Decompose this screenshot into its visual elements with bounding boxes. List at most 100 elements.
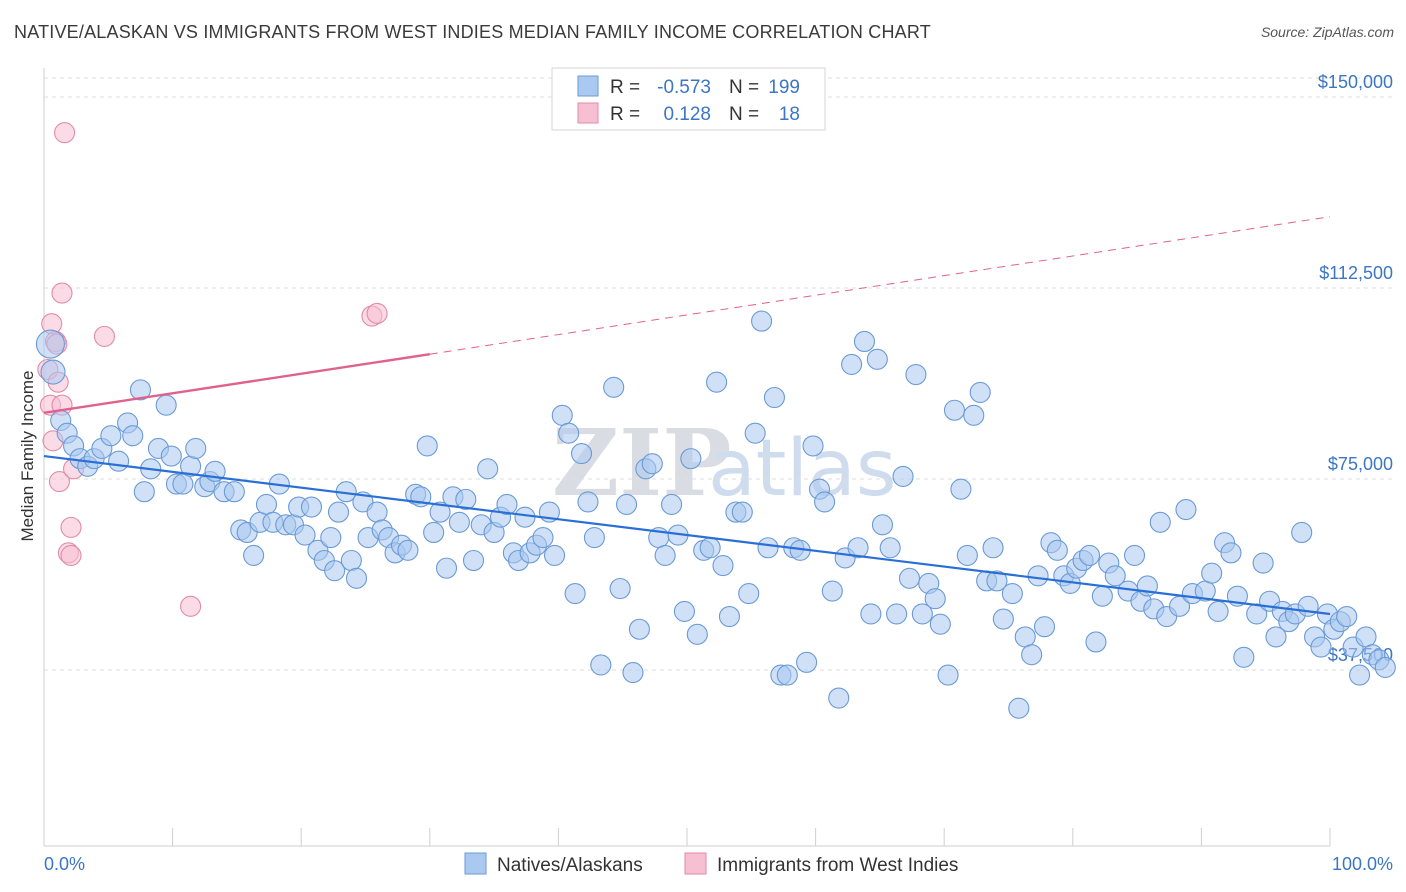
- bottom-legend-swatch-natives: [464, 852, 487, 875]
- natives-point: [1374, 656, 1396, 679]
- natives-point: [1201, 562, 1223, 584]
- legend-n-label-natives: N =: [729, 77, 759, 98]
- natives-point: [821, 580, 843, 602]
- natives-point: [1310, 636, 1332, 658]
- natives-point: [986, 570, 1008, 592]
- natives-point: [1149, 511, 1171, 533]
- natives-point: [1033, 616, 1056, 638]
- natives-point: [1265, 626, 1287, 648]
- y-tick-label: $112,500: [1319, 263, 1393, 283]
- natives-point: [929, 613, 951, 635]
- natives-point: [802, 435, 824, 457]
- natives-point: [712, 555, 734, 577]
- legend-r-label-immigrants: R =: [610, 104, 640, 125]
- natives-point: [1349, 664, 1371, 686]
- natives-point: [956, 544, 978, 566]
- natives-point: [860, 603, 882, 625]
- natives-point: [1104, 565, 1126, 587]
- natives-point: [160, 445, 182, 467]
- immigrants-point: [180, 595, 202, 617]
- natives-point: [172, 473, 194, 495]
- legend-r-value-natives: -0.573: [657, 77, 711, 98]
- natives-point: [423, 521, 445, 544]
- natives-point: [590, 654, 612, 676]
- natives-point: [879, 537, 901, 559]
- natives-point: [628, 618, 650, 640]
- natives-point: [847, 537, 869, 559]
- natives-point: [950, 478, 972, 500]
- natives-point: [327, 501, 350, 523]
- x-tick-label-max: 100.0%: [1332, 854, 1393, 874]
- natives-point: [1001, 583, 1023, 605]
- natives-point: [686, 623, 708, 645]
- natives-point: [532, 527, 554, 549]
- immigrants-trend-extension: [429, 216, 1331, 355]
- legend-n-label-immigrants: N =: [729, 104, 759, 125]
- natives-point: [1207, 600, 1229, 622]
- immigrants-point: [51, 282, 73, 304]
- natives-point: [616, 493, 638, 516]
- natives-point: [718, 605, 740, 628]
- natives-point: [1008, 697, 1030, 719]
- natives-point: [583, 527, 605, 549]
- legend-r-value-immigrants: 0.128: [663, 104, 711, 125]
- natives-point: [905, 364, 927, 386]
- natives-point: [429, 501, 451, 523]
- natives-point: [866, 348, 888, 370]
- source-label: Source: ZipAtlas.com: [1260, 24, 1394, 40]
- natives-point: [340, 549, 362, 572]
- natives-point: [1175, 499, 1197, 521]
- natives-point: [108, 450, 130, 472]
- natives-point: [551, 404, 573, 426]
- natives-point: [1046, 539, 1068, 561]
- natives-point: [1078, 544, 1101, 566]
- chart-title: NATIVE/ALASKAN VS IMMIGRANTS FROM WEST I…: [14, 22, 931, 42]
- natives-point: [416, 435, 438, 457]
- y-tick-labels: $37,500$75,000$112,500$150,000: [1318, 72, 1393, 665]
- natives-point: [300, 496, 323, 518]
- natives-point: [448, 511, 470, 533]
- natives-point: [255, 493, 278, 516]
- watermark-atlas: atlas: [708, 424, 897, 514]
- natives-point: [622, 661, 644, 684]
- natives-point: [814, 491, 836, 513]
- natives-point: [963, 404, 985, 426]
- natives-point: [982, 537, 1004, 559]
- natives-point: [185, 437, 207, 459]
- natives-point: [744, 422, 766, 444]
- y-tick-label: $150,000: [1318, 72, 1393, 92]
- natives-point: [699, 537, 721, 559]
- natives-point: [122, 425, 144, 447]
- immigrants-point: [48, 470, 70, 493]
- natives-point: [1336, 605, 1358, 628]
- natives-point: [943, 399, 966, 421]
- natives-point: [828, 687, 850, 709]
- natives-point: [1123, 544, 1146, 566]
- natives-point: [1027, 565, 1049, 587]
- natives-point: [294, 524, 316, 546]
- natives-point: [673, 600, 695, 622]
- natives-point: [738, 583, 760, 605]
- natives-point: [751, 310, 773, 332]
- natives-point: [763, 386, 785, 409]
- natives-point: [1355, 626, 1377, 648]
- natives-point: [706, 371, 728, 393]
- natives-point: [397, 539, 419, 561]
- natives-point: [841, 353, 863, 375]
- natives-point: [40, 359, 66, 385]
- natives-trend-line: [43, 454, 1331, 616]
- natives-point: [1091, 585, 1113, 607]
- series-legend: Natives/Alaskans Immigrants from West In…: [464, 852, 958, 876]
- bottom-legend-label-immigrants: Immigrants from West Indies: [717, 855, 958, 876]
- natives-point: [324, 560, 346, 582]
- natives-point: [1085, 631, 1107, 653]
- natives-point: [345, 567, 368, 589]
- immigrants-trend-line: [43, 353, 430, 414]
- legend-n-value-immigrants: 18: [779, 104, 800, 125]
- natives-point: [776, 664, 798, 686]
- natives-point: [609, 577, 631, 600]
- legend-swatch-natives: [577, 75, 599, 97]
- natives-point: [35, 329, 65, 359]
- natives-point: [937, 664, 959, 686]
- natives-point: [223, 481, 245, 503]
